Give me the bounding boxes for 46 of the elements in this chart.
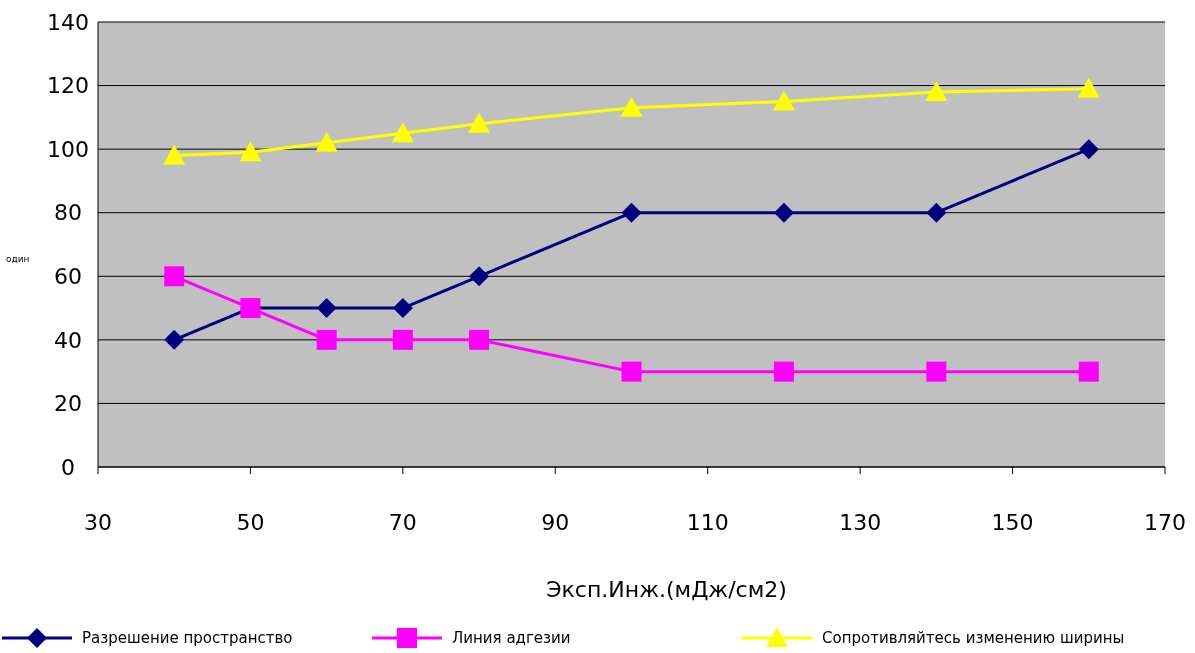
point — [773, 361, 794, 382]
point — [164, 329, 185, 350]
y-tick-label: 20 — [54, 391, 82, 417]
x-axis-title: Эксп.Инж.(мДж/см2) — [546, 577, 787, 602]
point — [468, 112, 491, 133]
point — [925, 80, 948, 101]
point — [926, 202, 947, 223]
x-tick-label: 170 — [1144, 510, 1186, 535]
x-tick-label: 30 — [84, 510, 112, 535]
point — [316, 329, 337, 350]
y-tick-label: 120 — [47, 73, 89, 99]
point — [1077, 77, 1100, 98]
point — [391, 122, 414, 143]
y-tick-label: 140 — [47, 9, 89, 35]
y-axis-title: один — [6, 254, 30, 264]
point — [164, 266, 185, 287]
point — [1078, 361, 1099, 382]
point — [926, 361, 947, 382]
legend-label: Сопротивляйтесь изменению ширины — [822, 629, 1125, 647]
point — [239, 141, 262, 162]
point — [315, 131, 338, 152]
y-tick-label: 40 — [54, 327, 82, 353]
x-tick-label: 90 — [541, 510, 570, 535]
point — [469, 329, 490, 350]
point — [620, 96, 643, 117]
point — [1078, 139, 1099, 160]
y-tick-label: 60 — [54, 263, 82, 289]
legend-label: Разрешение пространство — [82, 629, 293, 647]
point — [316, 298, 337, 319]
y-tick-label: 0 — [61, 454, 75, 480]
legend-label: Линия адгезии — [452, 629, 571, 647]
point — [392, 298, 413, 319]
x-tick-label: 150 — [991, 510, 1034, 535]
point — [621, 202, 642, 223]
point — [773, 202, 794, 223]
point — [163, 144, 186, 165]
point — [392, 329, 413, 350]
x-tick-label: 110 — [686, 510, 729, 535]
point — [469, 266, 490, 287]
y-tick-label: 100 — [47, 136, 89, 162]
y-tick-label: 80 — [54, 200, 82, 226]
x-tick-label: 130 — [839, 510, 882, 535]
x-tick-label: 50 — [236, 510, 265, 535]
point — [621, 361, 642, 382]
x-tick-label: 70 — [388, 510, 417, 535]
point — [772, 90, 795, 111]
